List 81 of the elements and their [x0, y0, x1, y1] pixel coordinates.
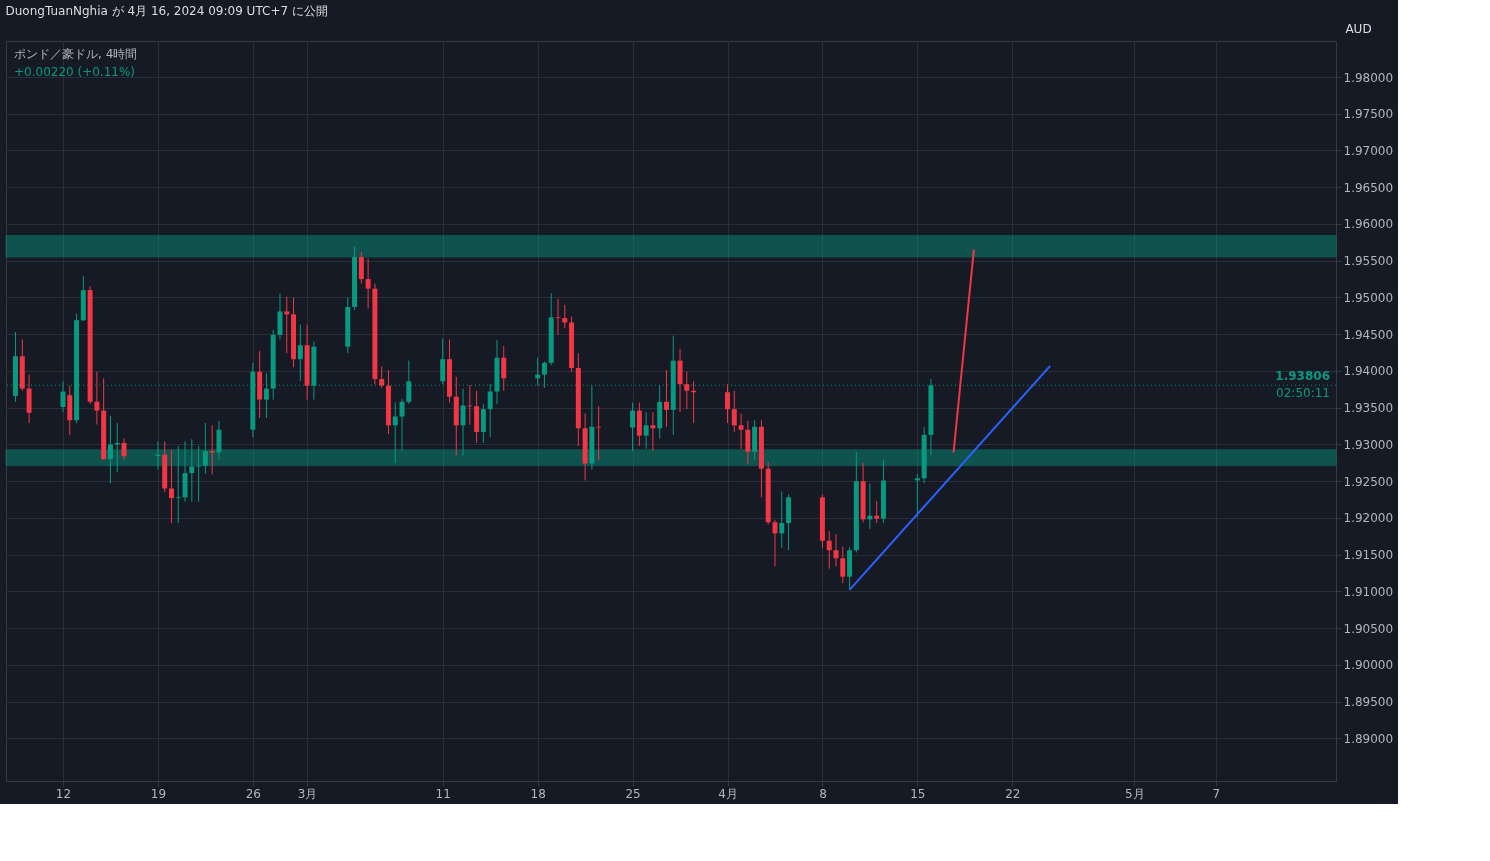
x-tick-label: 11	[435, 786, 451, 801]
ref-line-label: 1.93806	[1275, 369, 1330, 384]
candlestick	[202, 422, 208, 475]
y-tick-label: 1.97000	[1343, 143, 1394, 158]
y-tick-label: 1.95000	[1343, 290, 1394, 305]
candlestick	[297, 324, 303, 382]
candlestick	[392, 402, 398, 464]
x-tick-label: 7	[1212, 786, 1221, 801]
y-tick-label: 1.90000	[1343, 658, 1394, 673]
candlestick	[440, 338, 446, 385]
x-tick-label: 18	[530, 786, 546, 801]
y-tick-label: 1.92500	[1343, 474, 1394, 489]
candlestick	[779, 490, 785, 549]
candlestick	[555, 298, 561, 336]
candlestick	[738, 413, 744, 450]
candlestick	[501, 345, 507, 392]
candlestick	[833, 533, 839, 567]
candlestick	[277, 293, 283, 340]
candlestick	[94, 371, 100, 426]
candlestick	[596, 405, 602, 461]
annotation: 02:50:11	[1276, 386, 1330, 401]
x-tick-label: 19	[150, 786, 167, 801]
y-tick-label: 1.89000	[1343, 731, 1394, 746]
text: +0.00220 (+0.11%)	[14, 65, 136, 79]
candlestick	[630, 402, 636, 452]
candlestick	[874, 500, 880, 524]
candlestick	[562, 304, 568, 329]
x-tick-label: 26	[245, 786, 261, 801]
candlestick	[840, 546, 846, 584]
x-tick-label: 25	[625, 786, 641, 801]
candlestick	[168, 449, 174, 524]
y-tick-label: 1.96000	[1343, 217, 1394, 232]
candlestick	[643, 411, 649, 450]
y-tick-label: 1.91000	[1343, 584, 1394, 599]
x-tick-label: 12	[55, 786, 72, 801]
candlestick	[460, 388, 466, 456]
y-tick-label: 1.94500	[1343, 327, 1394, 342]
candlestick	[209, 424, 215, 476]
x-tick-label: 4月	[718, 786, 738, 801]
candlestick	[663, 369, 669, 428]
y-tick-label: 1.89500	[1343, 695, 1394, 710]
candlestick	[358, 251, 364, 284]
y-tick-label: 1.96500	[1343, 180, 1394, 195]
candlestick	[725, 383, 731, 424]
candlestick	[914, 473, 920, 518]
candlestick	[60, 380, 66, 413]
y-tick-label: 1.95500	[1343, 254, 1394, 269]
candlestick	[772, 519, 778, 567]
candlestick	[284, 296, 290, 354]
y-tick-label: 1.91500	[1343, 548, 1394, 563]
candlestick	[731, 390, 737, 433]
candlestick	[684, 371, 690, 410]
x-tick-label: 8	[819, 786, 827, 801]
y-tick-label: 1.90500	[1343, 621, 1394, 636]
x-tick-label: 15	[910, 786, 926, 801]
candlestick	[175, 445, 181, 524]
candlestick	[677, 348, 683, 413]
x-tick-label: 5月	[1125, 786, 1145, 801]
text: DuongTuanNghia が 4月 16, 2024 09:09 UTC+7 に公開	[5, 4, 328, 18]
candlestick	[189, 438, 195, 503]
candlestick	[467, 384, 473, 426]
candlestick	[399, 398, 405, 452]
candlestick	[121, 438, 127, 461]
candlestick	[107, 415, 113, 484]
candlestick	[745, 420, 751, 465]
y-axis-title: AUD	[1345, 21, 1372, 36]
x-tick-label: 3月	[297, 786, 318, 801]
y-tick-label: 1.98000	[1343, 70, 1394, 85]
candlestick	[365, 258, 371, 309]
y-tick-label: 1.97500	[1343, 107, 1394, 122]
candlestick	[216, 420, 222, 461]
candlestick	[650, 411, 656, 452]
candlestick	[480, 403, 486, 444]
y-tick-label: 1.93000	[1343, 437, 1394, 452]
y-tick-label: 1.93500	[1343, 401, 1394, 416]
candlestick	[826, 530, 832, 570]
x-tick-label: 22	[1005, 786, 1021, 801]
y-tick-label: 1.92000	[1343, 511, 1394, 526]
text: ポンド／豪ドル, 4時間	[14, 47, 138, 61]
candlestick	[379, 366, 385, 389]
y-tick-label: 1.94000	[1343, 364, 1394, 379]
